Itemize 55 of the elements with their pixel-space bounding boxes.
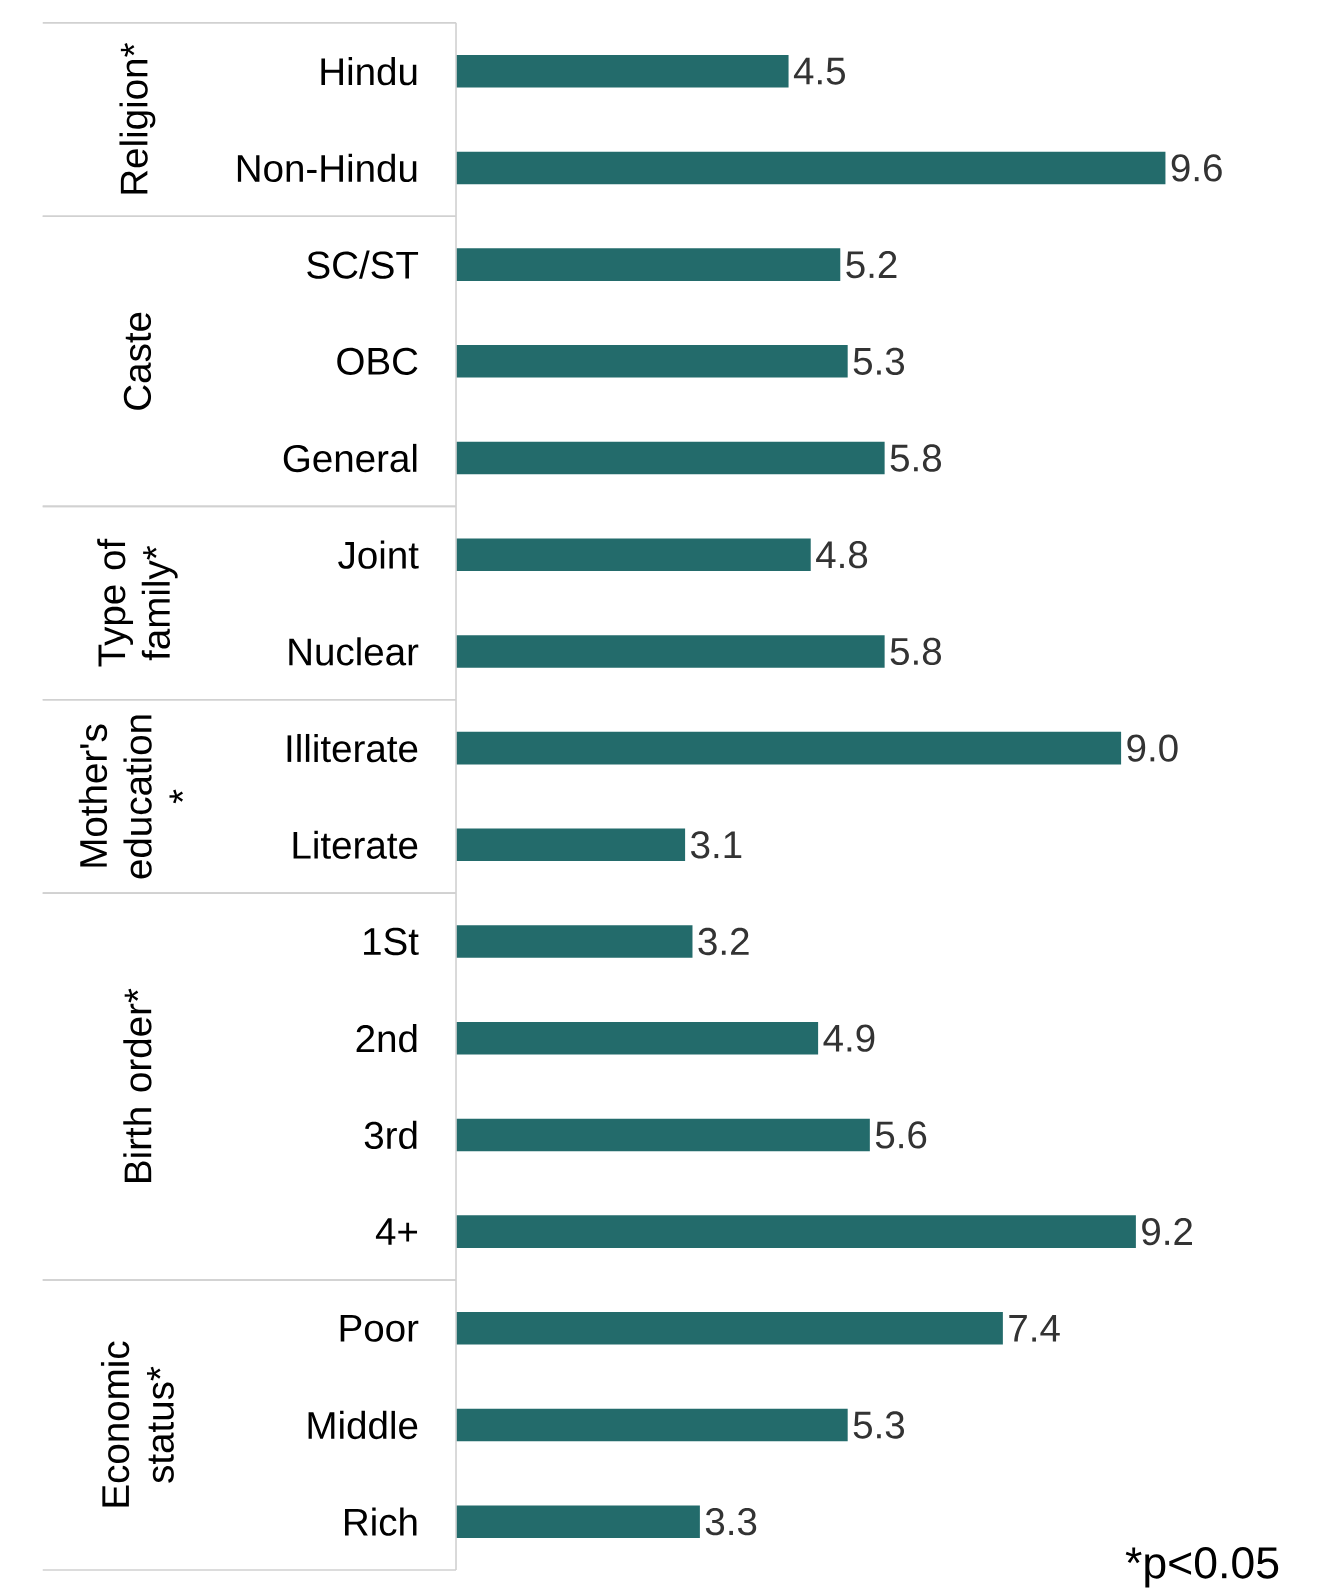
y-tick-label: General (283, 443, 417, 473)
data-label: 9.6 (1171, 154, 1222, 182)
data-label: 9.2 (1142, 1217, 1192, 1246)
bar (455, 828, 685, 862)
y-tick-label: SC/ST (307, 250, 418, 279)
bar (455, 635, 885, 668)
y-tick-label: Poor (340, 1314, 419, 1342)
annotation: *p<0.05 (1125, 1547, 1279, 1588)
bar (455, 1408, 848, 1442)
bar (455, 54, 789, 88)
bar (455, 151, 1166, 185)
bar (455, 1312, 1003, 1345)
data-label: 3.3 (705, 1508, 757, 1536)
text: Economic status* (100, 1341, 174, 1507)
bar (455, 731, 1121, 765)
bar (455, 1215, 1136, 1248)
data-label: 5.3 (853, 347, 904, 375)
bar (455, 1505, 700, 1538)
bar (455, 248, 841, 281)
data-label: 7.4 (1009, 1315, 1060, 1342)
y-tick-label: Joint (338, 540, 419, 569)
bar (455, 1021, 818, 1055)
y-tick-label: Non-Hindu (237, 153, 417, 183)
y-tick-label: Illiterate (287, 733, 418, 763)
y-tick-label: 3rd (364, 1120, 417, 1150)
data-label: 5.3 (853, 1411, 904, 1439)
data-label: 5.6 (875, 1121, 927, 1149)
y-tick-label: 1St (363, 927, 419, 956)
bar (455, 925, 693, 958)
bar (455, 1118, 870, 1152)
y-tick-label: OBC (337, 347, 418, 375)
text: Birth order* (123, 988, 152, 1182)
text: Caste (123, 312, 151, 410)
data-label: 5.2 (846, 250, 897, 279)
y-tick-label: Literate (293, 830, 418, 859)
y-tick-label: Rich (344, 1507, 417, 1536)
y-tick-label: Middle (308, 1410, 418, 1440)
y-tick-label: Hindu (321, 57, 417, 86)
data-label: 5.8 (890, 637, 941, 666)
y-tick-label: Nuclear (289, 637, 419, 666)
data-label: 3.2 (698, 927, 749, 956)
bar (455, 538, 811, 571)
text: Mother's education * (78, 715, 183, 879)
y-tick-label: 4+ (375, 1218, 417, 1245)
text: Type of family* (97, 538, 178, 667)
bar (455, 345, 848, 378)
data-label: 4.8 (815, 541, 867, 569)
data-label: 9.0 (1127, 734, 1178, 762)
bar (455, 441, 885, 475)
data-label: 3.1 (690, 831, 742, 859)
data-label: 4.5 (793, 57, 845, 85)
data-label: 5.8 (890, 444, 941, 472)
y-tick-label: 2nd (356, 1024, 417, 1053)
text: Religion* (119, 43, 156, 194)
data-label: 4.9 (823, 1024, 875, 1052)
